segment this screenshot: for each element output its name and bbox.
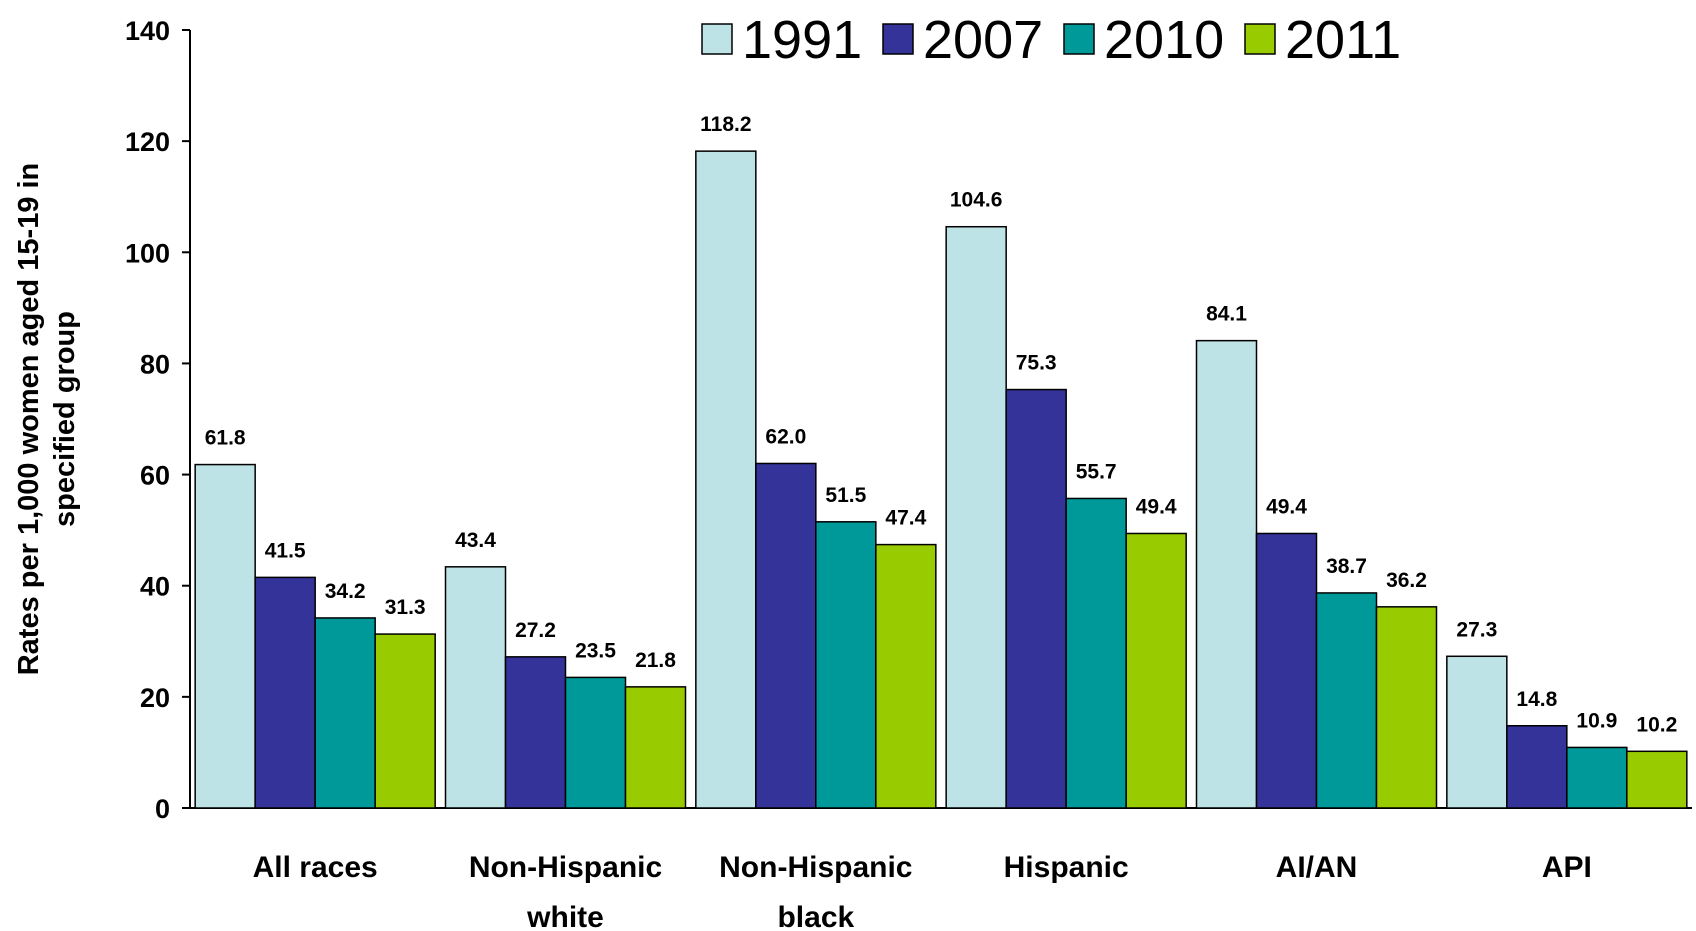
bar-1991	[444, 566, 507, 809]
bar-2010	[1065, 497, 1127, 809]
bar-2007	[1005, 388, 1067, 809]
data-label: 61.8	[205, 427, 246, 450]
x-tick-label-line: Non-Hispanic	[719, 851, 912, 884]
bar-2007	[504, 656, 567, 809]
x-tick-label: Hispanic	[1004, 851, 1129, 884]
y-tick-label: 80	[140, 349, 170, 379]
bar-1991	[1195, 339, 1258, 809]
data-label: 23.5	[575, 639, 616, 662]
legend-label: 2011	[1285, 10, 1401, 70]
bar-2007	[1255, 532, 1318, 809]
legend-label: 1991	[742, 10, 862, 70]
data-label: 27.3	[1456, 618, 1497, 641]
data-label: 55.7	[1076, 460, 1117, 483]
data-label: 49.4	[1266, 495, 1307, 518]
y-tick-label: 40	[140, 572, 170, 602]
y-tick-label: 120	[125, 127, 170, 157]
data-label: 27.2	[515, 619, 556, 642]
y-axis-ticks: 0 20 40 60 80 100 120 140	[125, 16, 190, 824]
bars	[194, 150, 1688, 809]
bar-1991	[945, 225, 1007, 809]
bar-1991	[194, 463, 256, 809]
data-label: 34.2	[325, 580, 366, 603]
x-tick-label: Non-Hispanic black	[719, 851, 912, 931]
data-label: 47.4	[885, 507, 926, 530]
legend-label: 2010	[1104, 10, 1224, 70]
data-label: 51.5	[825, 484, 866, 507]
x-tick-label: All races	[253, 851, 378, 884]
bar-2010	[1315, 592, 1378, 809]
data-label: 118.2	[700, 113, 751, 136]
y-tick-label: 0	[155, 794, 170, 824]
data-label: 10.9	[1576, 709, 1617, 732]
x-tick-label-line: AI/AN	[1276, 851, 1358, 884]
y-axis-label: Rates per 1,000 women aged 15-19 in speci…	[13, 163, 81, 676]
data-label: 49.4	[1136, 495, 1177, 518]
x-tick-label: Non-Hispanic white	[469, 851, 662, 931]
axes	[189, 30, 1692, 809]
x-tick-label-line: API	[1542, 851, 1592, 884]
x-tick-label-line: black	[777, 901, 854, 931]
bar-2011	[1375, 606, 1438, 809]
y-tick-label: 20	[140, 683, 170, 713]
x-tick-label-line: Non-Hispanic	[469, 851, 662, 884]
data-label: 104.6	[950, 189, 1003, 212]
legend-swatch	[882, 23, 914, 55]
bar-2011	[875, 543, 937, 809]
x-tick-label: AI/AN	[1276, 851, 1358, 884]
x-tick-label-line: All races	[253, 851, 378, 884]
data-label: 38.7	[1326, 555, 1367, 578]
bar-2007	[755, 462, 817, 809]
legend-swatch	[701, 23, 733, 55]
y-tick-label: 140	[125, 16, 170, 46]
bar-2010	[815, 521, 877, 809]
data-label: 41.5	[265, 539, 306, 562]
x-tick-label-line: white	[526, 901, 604, 931]
bar-2011	[1125, 532, 1187, 809]
legend: 1991 2007 2010 2011	[701, 10, 1401, 70]
data-label: 36.2	[1386, 569, 1427, 592]
data-label: 62.0	[765, 425, 806, 448]
bar-2010	[1566, 746, 1628, 809]
bar-2010	[314, 617, 376, 809]
bar-1991	[695, 150, 757, 809]
data-label: 75.3	[1016, 352, 1057, 375]
bar-2010	[564, 676, 627, 809]
y-axis-title: Rates per 1,000 women aged 15-19 in speci…	[13, 163, 81, 676]
x-tick-label: API	[1542, 851, 1592, 884]
x-axis-labels: All races Non-Hispanic white Non-Hispanic bl…	[253, 851, 1592, 931]
data-labels: 61.8 41.5 34.2 31.3 43.4 27.2 23.5 21.8 118.2 62.…	[205, 113, 1678, 736]
x-tick-label-line: Hispanic	[1004, 851, 1129, 884]
bar-1991	[1446, 655, 1508, 809]
data-label: 10.2	[1636, 713, 1677, 736]
data-label: 43.4	[455, 529, 496, 552]
y-axis-title-line: specified group	[49, 311, 81, 527]
y-axis-title-line: Rates per 1,000 women aged 15-19 in	[13, 163, 45, 676]
bar-2011	[624, 686, 687, 809]
bar-2011	[374, 633, 436, 809]
data-label: 84.1	[1206, 303, 1247, 326]
data-label: 21.8	[635, 649, 676, 672]
bar-2007	[254, 576, 316, 809]
bar-2007	[1506, 725, 1568, 809]
data-label: 14.8	[1516, 688, 1557, 711]
legend-swatch	[1244, 23, 1276, 55]
legend-swatch	[1063, 23, 1095, 55]
bar-2011	[1626, 750, 1688, 809]
data-label: 31.3	[385, 596, 426, 619]
y-tick-label: 60	[140, 461, 170, 491]
y-tick-label: 100	[125, 238, 170, 268]
legend-label: 2007	[923, 10, 1043, 70]
